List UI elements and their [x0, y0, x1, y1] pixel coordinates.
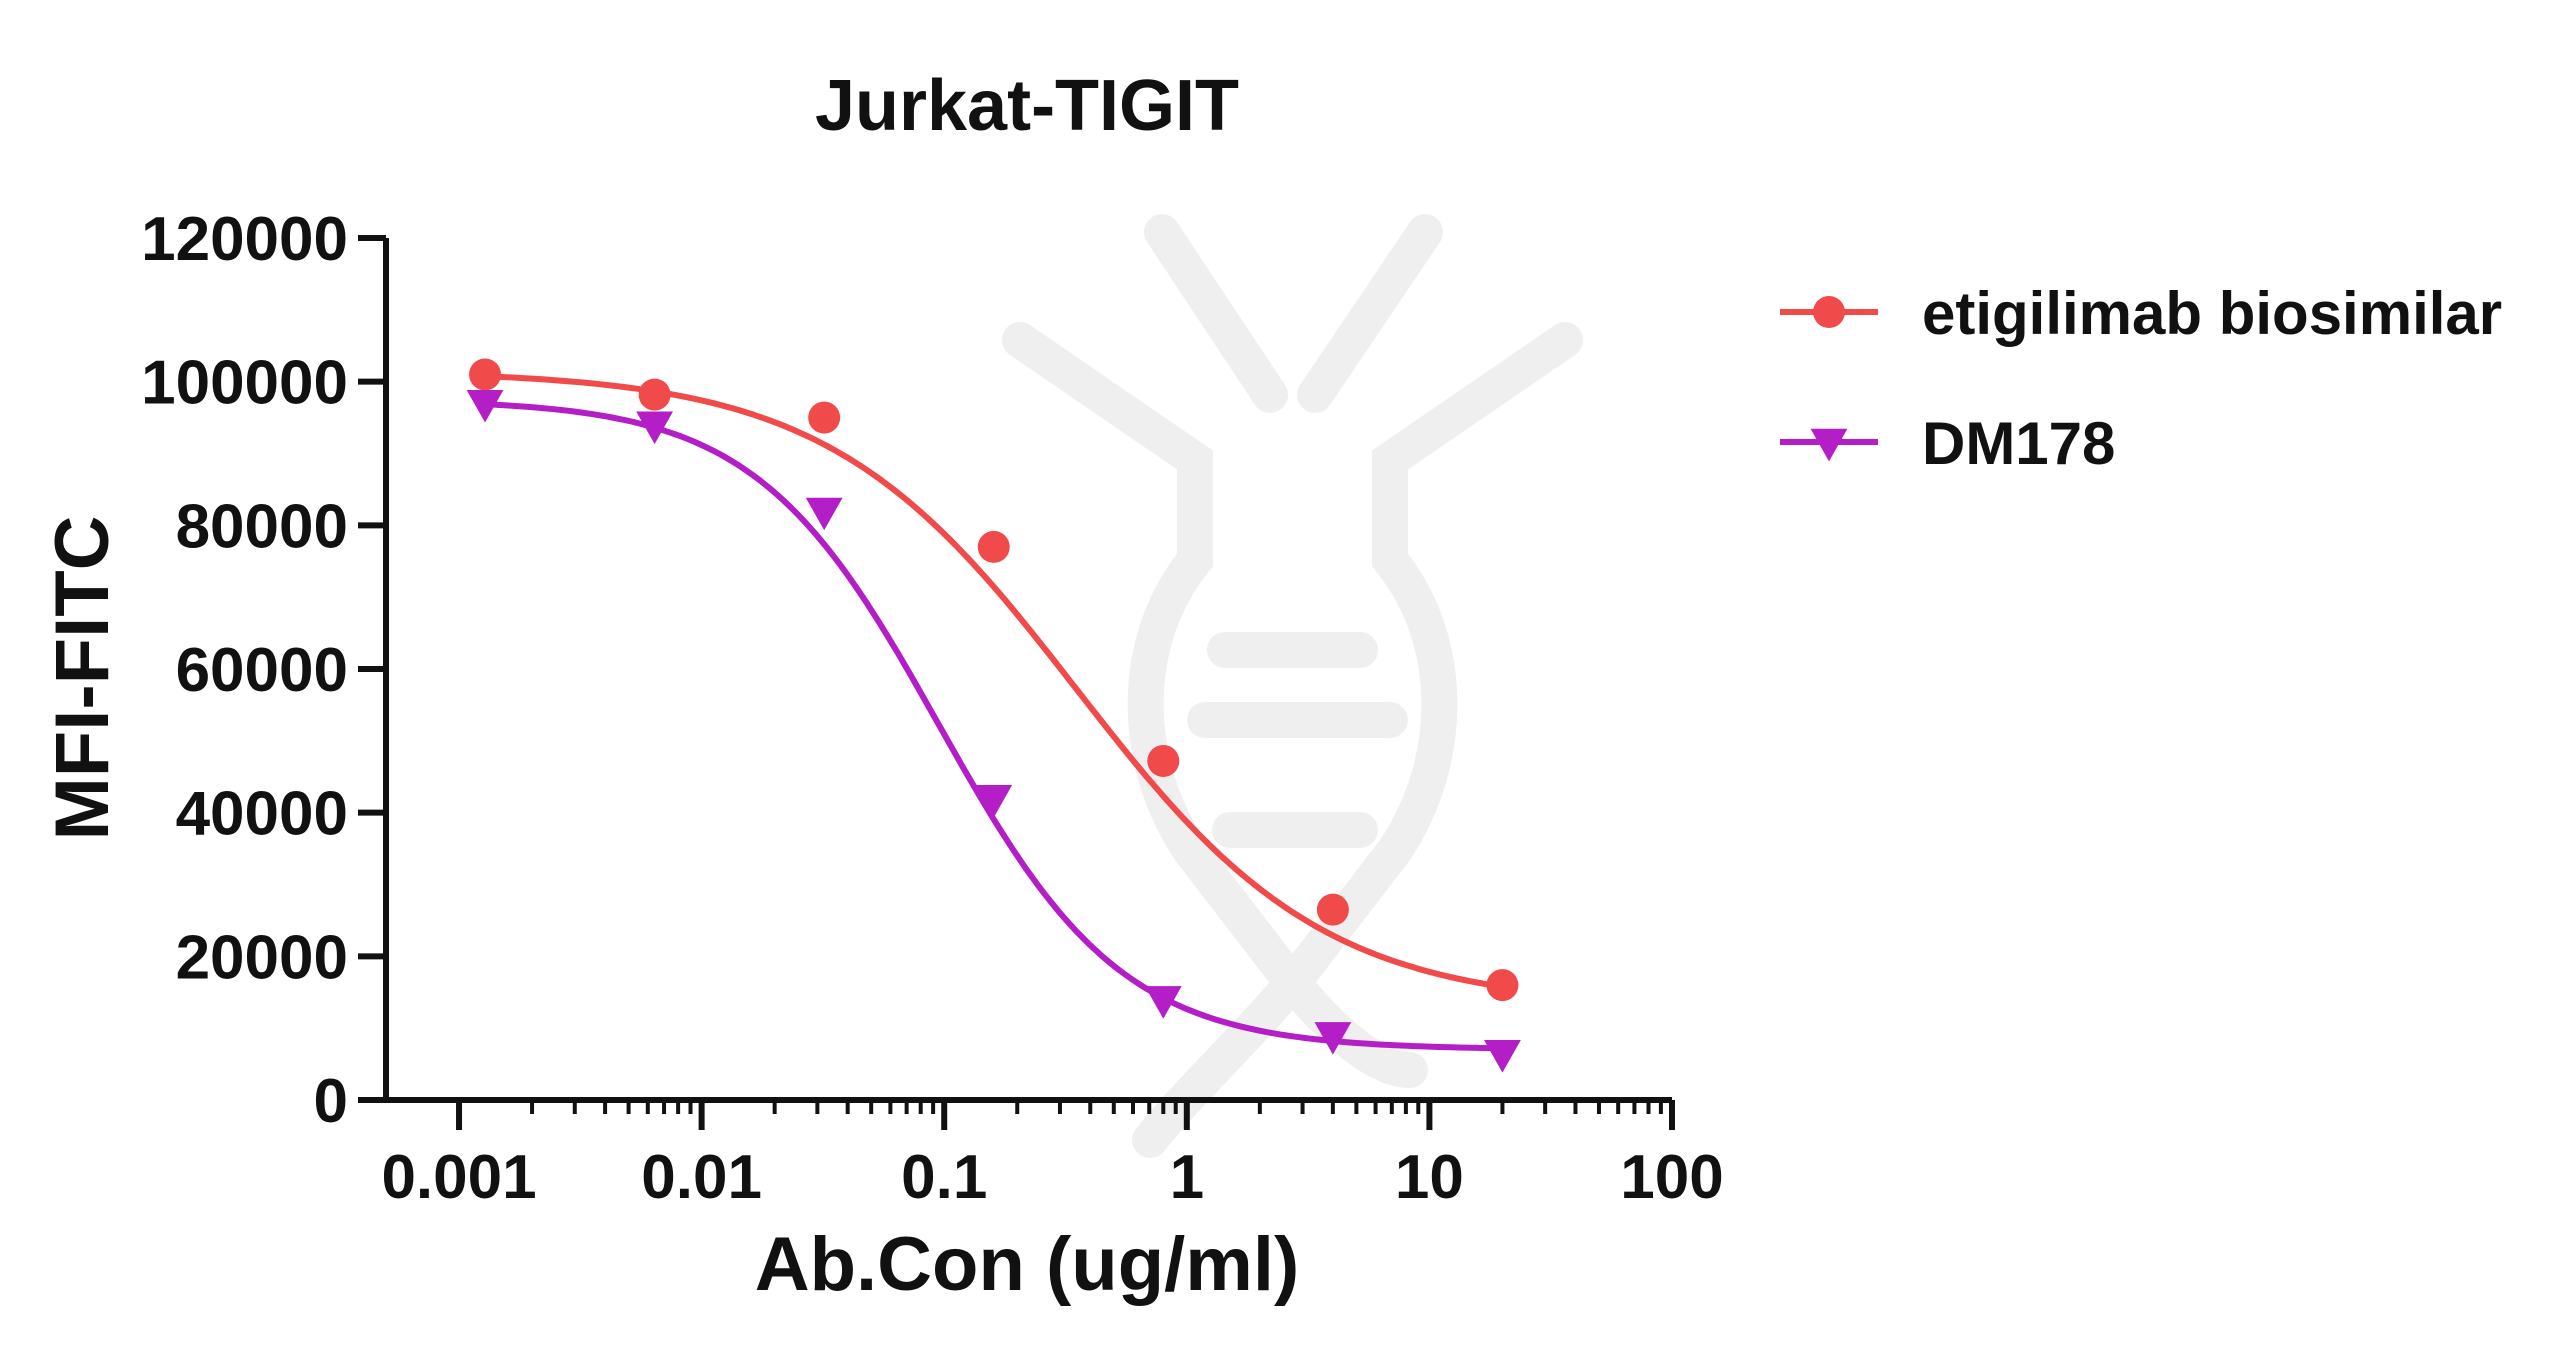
watermark-logo — [1002, 214, 1583, 1158]
data-point — [1316, 893, 1349, 926]
y-tick-label: 120000 — [141, 205, 348, 274]
series-1 — [469, 358, 1519, 1002]
data-point — [1147, 744, 1180, 777]
y-tick-label: 0 — [314, 1067, 348, 1136]
x-tick-label: 0.1 — [901, 1143, 987, 1212]
data-point — [636, 411, 674, 445]
data-point — [638, 378, 671, 411]
data-point — [1486, 969, 1519, 1002]
y-axis: 0 20000 40000 60000 80000 100000 120000 — [141, 205, 389, 1136]
data-point — [977, 530, 1010, 563]
x-tick-label: 0.01 — [641, 1143, 762, 1212]
data-point — [808, 401, 841, 434]
data-point — [1314, 1022, 1352, 1055]
data-point — [975, 785, 1013, 818]
data-point — [469, 358, 502, 391]
legend: etigilimab biosimilar DM178 — [1780, 280, 2502, 477]
x-tick-label: 100 — [1620, 1143, 1723, 1212]
y-tick-label: 60000 — [176, 636, 348, 705]
y-tick-label: 20000 — [176, 923, 348, 992]
x-tick-label: 1 — [1170, 1143, 1204, 1212]
legend-label: DM178 — [1922, 410, 2115, 477]
y-tick-label: 100000 — [141, 349, 348, 418]
series-layer — [466, 358, 1521, 1073]
x-tick-label: 0.001 — [381, 1143, 536, 1212]
data-point — [1484, 1040, 1521, 1073]
y-axis-label: MFI-FITC — [40, 515, 125, 840]
x-tick-label: 10 — [1395, 1143, 1464, 1212]
legend-marker — [1813, 296, 1845, 328]
data-point — [466, 389, 504, 423]
y-tick-label: 80000 — [176, 492, 348, 561]
legend-item: etigilimab biosimilar — [1780, 280, 2502, 347]
legend-marker — [1810, 428, 1848, 462]
legend-label: etigilimab biosimilar — [1922, 280, 2502, 347]
y-tick-label: 40000 — [176, 780, 348, 849]
data-point — [1144, 986, 1182, 1019]
series-2 — [466, 389, 1521, 1073]
legend-item: DM178 — [1780, 410, 2115, 477]
x-axis: 0.001 0.01 0.1 1 10 100 — [381, 1097, 1724, 1212]
x-axis-label: Ab.Con (ug/ml) — [755, 1222, 1300, 1307]
chart-title: Jurkat-TIGIT — [815, 66, 1239, 146]
data-point — [805, 497, 843, 531]
